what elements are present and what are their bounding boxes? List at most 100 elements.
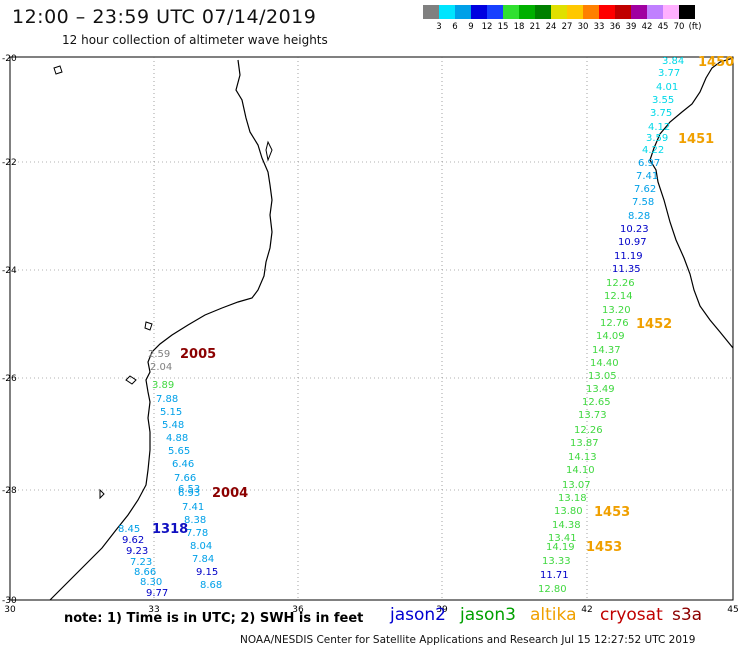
satellite-legend-cryosat: cryosat xyxy=(600,605,663,625)
wave-height-value: 4.88 xyxy=(166,433,188,444)
wave-height-value: 4.12 xyxy=(648,122,670,133)
wave-height-value: 13.05 xyxy=(588,371,617,382)
wave-height-value: 7.23 xyxy=(130,557,152,568)
wave-height-value: 13.73 xyxy=(578,410,607,421)
wave-height-value: 8.68 xyxy=(200,580,222,591)
satellite-legend-jason2: jason2 xyxy=(390,605,446,625)
wave-height-value: 12.26 xyxy=(574,425,603,436)
latitude-label: -28 xyxy=(2,486,17,496)
legend-tick-label: 27 xyxy=(561,22,573,32)
satellite-legend-s3a: s3a xyxy=(672,605,703,625)
longitude-label: 42 xyxy=(581,605,592,615)
wave-height-value: 5.48 xyxy=(162,420,184,431)
wave-height-value: 13.07 xyxy=(562,480,591,491)
legend-tick-label: 6 xyxy=(452,22,458,32)
wave-height-value: 9.77 xyxy=(146,588,168,599)
legend-swatch xyxy=(663,5,679,19)
track-west-values: 2.59 2.04 3.89 7.88 5.15 5.48 4.88 5.65 6.46 7.66… xyxy=(118,349,222,599)
wave-height-value: 8.45 xyxy=(118,524,140,535)
wave-height-value: 7.88 xyxy=(156,394,178,405)
wave-height-value: 3.89 xyxy=(152,380,174,391)
latitude-label: -30 xyxy=(2,596,17,606)
pass-id-label: 2004 xyxy=(212,486,248,501)
wave-height-value: 10.23 xyxy=(620,224,649,235)
pass-id-label: 1451 xyxy=(678,132,714,147)
wave-height-value: 3.77 xyxy=(658,68,680,79)
wave-height-value: 13.87 xyxy=(570,438,599,449)
wave-height-value: 8.66 xyxy=(134,567,156,578)
legend-tick-label: 42 xyxy=(641,22,653,32)
longitude-label: 39 xyxy=(436,605,448,615)
wave-height-value: 12.26 xyxy=(606,278,635,289)
wave-height-value: 14.19 xyxy=(546,542,575,553)
pass-id-label: 1453 xyxy=(594,505,630,520)
longitude-label: 45 xyxy=(727,605,738,615)
wave-height-value: 14.13 xyxy=(568,452,597,463)
wave-height-value: 12.65 xyxy=(582,397,611,408)
wave-height-value: 2.04 xyxy=(150,362,172,373)
legend-tick-label: 24 xyxy=(545,22,557,32)
pass-id-label: 1453 xyxy=(586,540,622,555)
legend-tick-label: 9 xyxy=(468,22,474,32)
wave-height-value: 7.41 xyxy=(182,502,204,513)
wave-height-value: 7.66 xyxy=(174,473,196,484)
wave-height-value: 8.38 xyxy=(184,515,206,526)
wave-height-value: 4.01 xyxy=(656,82,678,93)
wave-height-value: 3.75 xyxy=(650,108,672,119)
legend-swatch xyxy=(423,5,439,19)
wave-height-value: 3.84 xyxy=(662,56,684,67)
wave-height-value: 13.18 xyxy=(558,493,587,504)
legend-swatch xyxy=(551,5,567,19)
wave-height-value: 14.10 xyxy=(566,465,595,476)
wave-height-value: 7.84 xyxy=(192,554,214,565)
pass-labels: 1450 1451 1452 1453 1453 2005 2004 1318 xyxy=(152,55,734,555)
legend-swatch xyxy=(615,5,631,19)
wave-height-value: 7.41 xyxy=(636,171,658,182)
pass-id-label: 1450 xyxy=(698,55,734,70)
wave-height-value: 12.76 xyxy=(600,318,629,329)
longitude-label: 30 xyxy=(4,605,16,615)
wave-height-value: 12.80 xyxy=(538,584,567,595)
legend-swatch xyxy=(679,5,695,19)
legend-swatch xyxy=(599,5,615,19)
legend-tick-label: 30 xyxy=(577,22,589,32)
graticule xyxy=(10,57,733,600)
legend-swatch xyxy=(487,5,503,19)
zululand-shore xyxy=(125,375,137,385)
wave-height-value: 2.59 xyxy=(148,349,170,360)
wave-height-value: 8.30 xyxy=(140,577,162,588)
wave-height-value: 9.23 xyxy=(126,546,148,557)
latitude-label: -20 xyxy=(2,54,17,64)
legend-swatch xyxy=(471,5,487,19)
wave-height-value: 11.19 xyxy=(614,251,643,262)
legend-swatch xyxy=(439,5,455,19)
wave-height-value: 13.20 xyxy=(602,305,631,316)
wave-height-value: 13.41 xyxy=(548,533,577,544)
wave-height-value: 9.15 xyxy=(196,567,218,578)
legend-tick-label: 45 xyxy=(657,22,669,32)
legend-swatch xyxy=(647,5,663,19)
wave-height-value: 11.35 xyxy=(612,264,641,275)
east-london-shore xyxy=(99,488,105,500)
pass-id-label: 1318 xyxy=(152,522,188,537)
units-note: note: 1) Time is in UTC; 2) SWH is in fe… xyxy=(64,611,364,626)
wave-height-value: 6.97 xyxy=(638,158,660,169)
wave-height-value: 10.97 xyxy=(618,237,647,248)
color-legend-bar xyxy=(423,5,695,19)
satellite-legend-jason3: jason3 xyxy=(460,605,516,625)
africa-coastline xyxy=(49,59,273,601)
legend-tick-label: 70 xyxy=(673,22,685,32)
longitude-label: 36 xyxy=(292,605,304,615)
wave-height-value: 3.55 xyxy=(652,95,674,106)
legend-tick-label: (ft) xyxy=(688,22,702,32)
track-east-values: 3.843.77 4.01 3.55 3.75 4.123.594.22 6.97 7.41… xyxy=(538,56,684,595)
legend-swatch xyxy=(519,5,535,19)
legend-swatch xyxy=(503,5,519,19)
legend-swatch xyxy=(567,5,583,19)
madagascar-coastline xyxy=(649,57,734,349)
longitude-label: 33 xyxy=(148,605,159,615)
wave-height-value: 7.78 xyxy=(186,528,208,539)
legend-swatch xyxy=(583,5,599,19)
legend-tick-label: 3 xyxy=(436,22,442,32)
